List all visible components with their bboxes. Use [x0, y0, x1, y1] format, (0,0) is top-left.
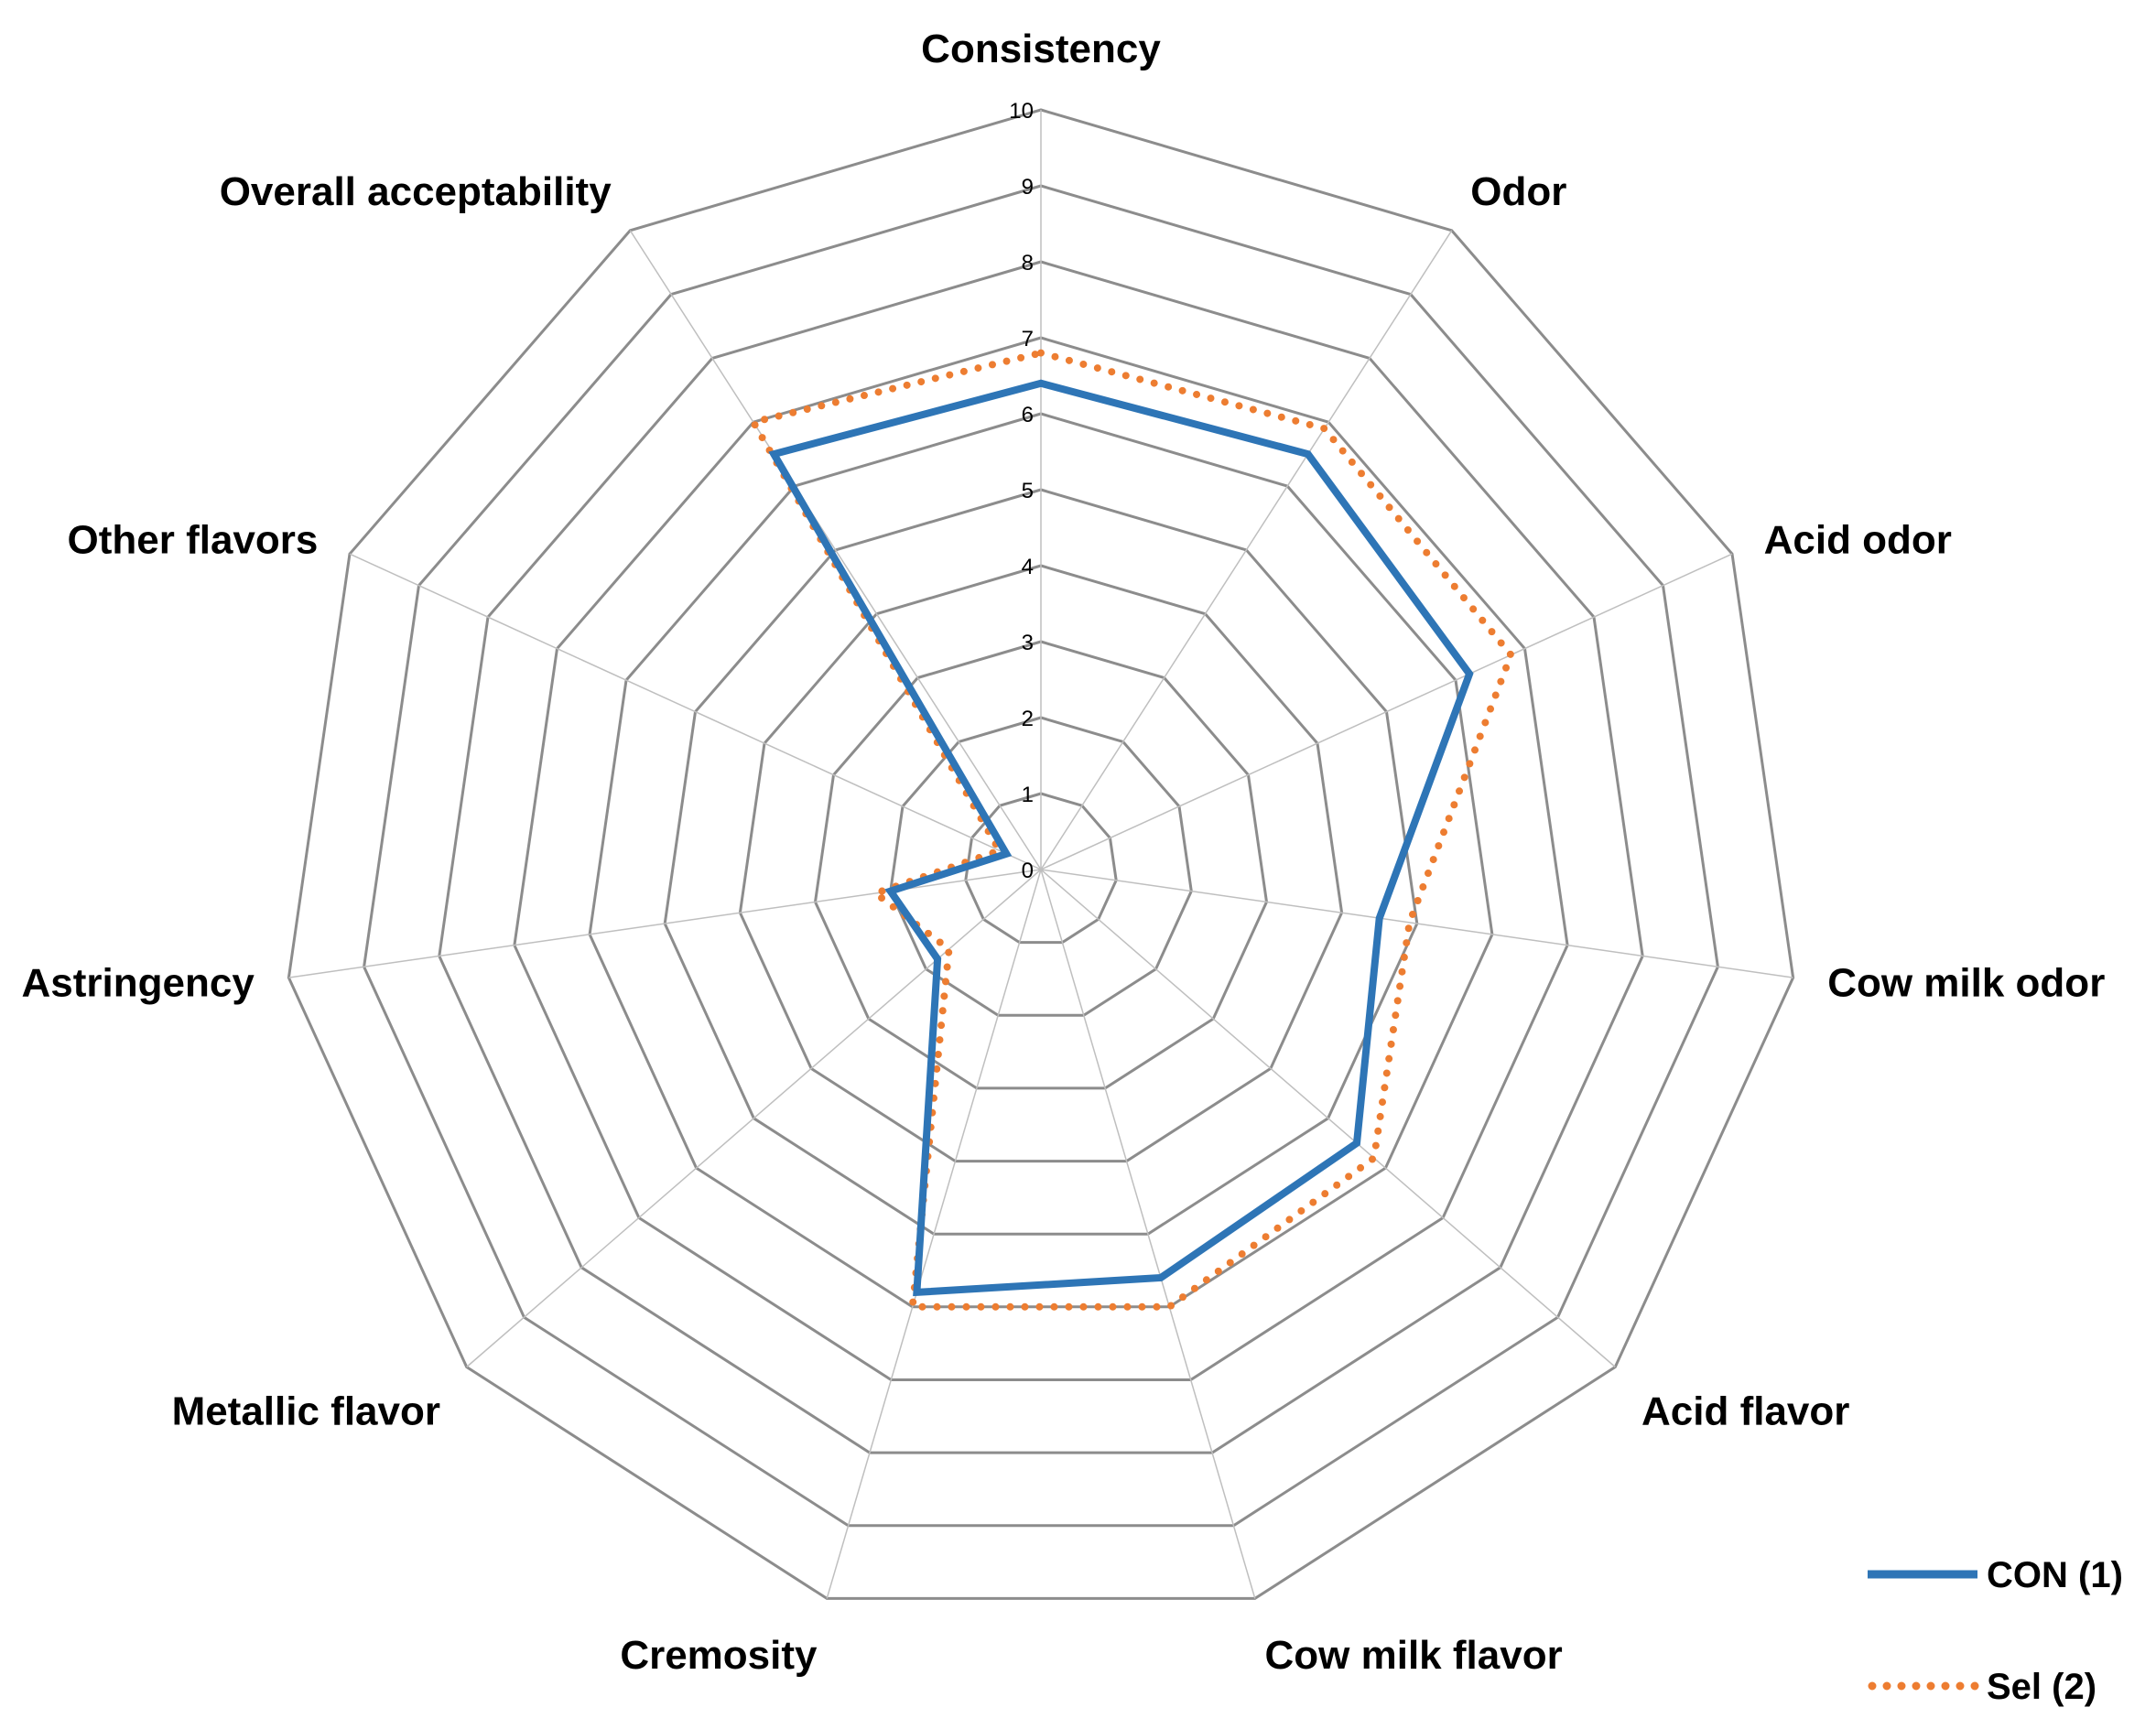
axis-spoke-astringency [288, 869, 1042, 978]
legend: CON (1) Sel (2) [1868, 1555, 2123, 1707]
tick-label-10: 10 [1009, 99, 1034, 124]
axis-label-acid-odor: Acid odor [1764, 517, 1952, 562]
grid-ring-10 [287, 108, 1795, 1600]
grid-ring-7 [513, 336, 1569, 1381]
grid-ring-5 [663, 488, 1419, 1236]
axis-label-cow-milk-odor: Cow milk odor [1827, 961, 2105, 1006]
axis-label-other-flavors: Other flavors [68, 517, 319, 562]
axis-spoke-acid-flavor [1040, 869, 1616, 1368]
axis-labels: Consistency Odor Acid odor Cow milk odor Aci… [22, 27, 2106, 1678]
tick-label-0: 0 [1022, 859, 1034, 883]
legend-item-con[interactable]: CON (1) [1868, 1555, 2123, 1595]
tick-label-1: 1 [1022, 783, 1034, 807]
radial-tick-labels: 0 1 2 3 4 5 6 7 8 9 10 [1009, 99, 1034, 883]
grid-ring-3 [813, 640, 1269, 1090]
legend-item-sel[interactable]: Sel (2) [1868, 1667, 2096, 1707]
legend-label-con: CON (1) [1987, 1555, 2123, 1595]
axis-label-odor: Odor [1470, 169, 1566, 214]
axis-spoke-cow-milk-flavor [1040, 869, 1256, 1599]
legend-label-sel: Sel (2) [1987, 1667, 2096, 1707]
series-lines [747, 349, 1515, 1311]
grid-ring-1 [964, 792, 1118, 945]
grid-ring-4 [738, 564, 1344, 1163]
series-line-sel-2 [747, 349, 1515, 1311]
axis-label-acid-flavor: Acid flavor [1641, 1389, 1849, 1433]
axis-spoke-cow-milk-odor [1040, 869, 1793, 978]
axis-label-astringency: Astringency [22, 961, 255, 1006]
axis-label-metallic-flavor: Metallic flavor [172, 1389, 440, 1433]
tick-label-2: 2 [1022, 707, 1034, 731]
axis-label-cow-milk-flavor: Cow milk flavor [1265, 1633, 1563, 1678]
axis-spoke-overall-acceptability [629, 230, 1042, 870]
axis-spoke-acid-odor [1040, 553, 1733, 870]
axis-label-cremosity: Cremosity [620, 1633, 818, 1678]
axis-label-consistency: Consistency [921, 27, 1161, 71]
tick-label-8: 8 [1022, 251, 1034, 276]
tick-label-5: 5 [1022, 479, 1034, 503]
grid-ring-9 [363, 184, 1719, 1528]
grid-ring-2 [889, 716, 1193, 1017]
tick-label-3: 3 [1022, 631, 1034, 655]
axis-spoke-odor [1040, 230, 1453, 870]
axis-spoke-other-flavors [349, 553, 1042, 870]
tick-label-6: 6 [1022, 403, 1034, 427]
series-line-con-1 [768, 379, 1474, 1297]
axis-spokes [288, 110, 1793, 1599]
axis-label-overall-acceptability: Overall acceptability [220, 169, 612, 214]
tick-label-4: 4 [1022, 555, 1034, 579]
axis-spoke-cremosity [826, 869, 1042, 1599]
tick-label-9: 9 [1022, 175, 1034, 200]
tick-label-7: 7 [1022, 327, 1034, 351]
grid-ring-8 [438, 260, 1644, 1454]
